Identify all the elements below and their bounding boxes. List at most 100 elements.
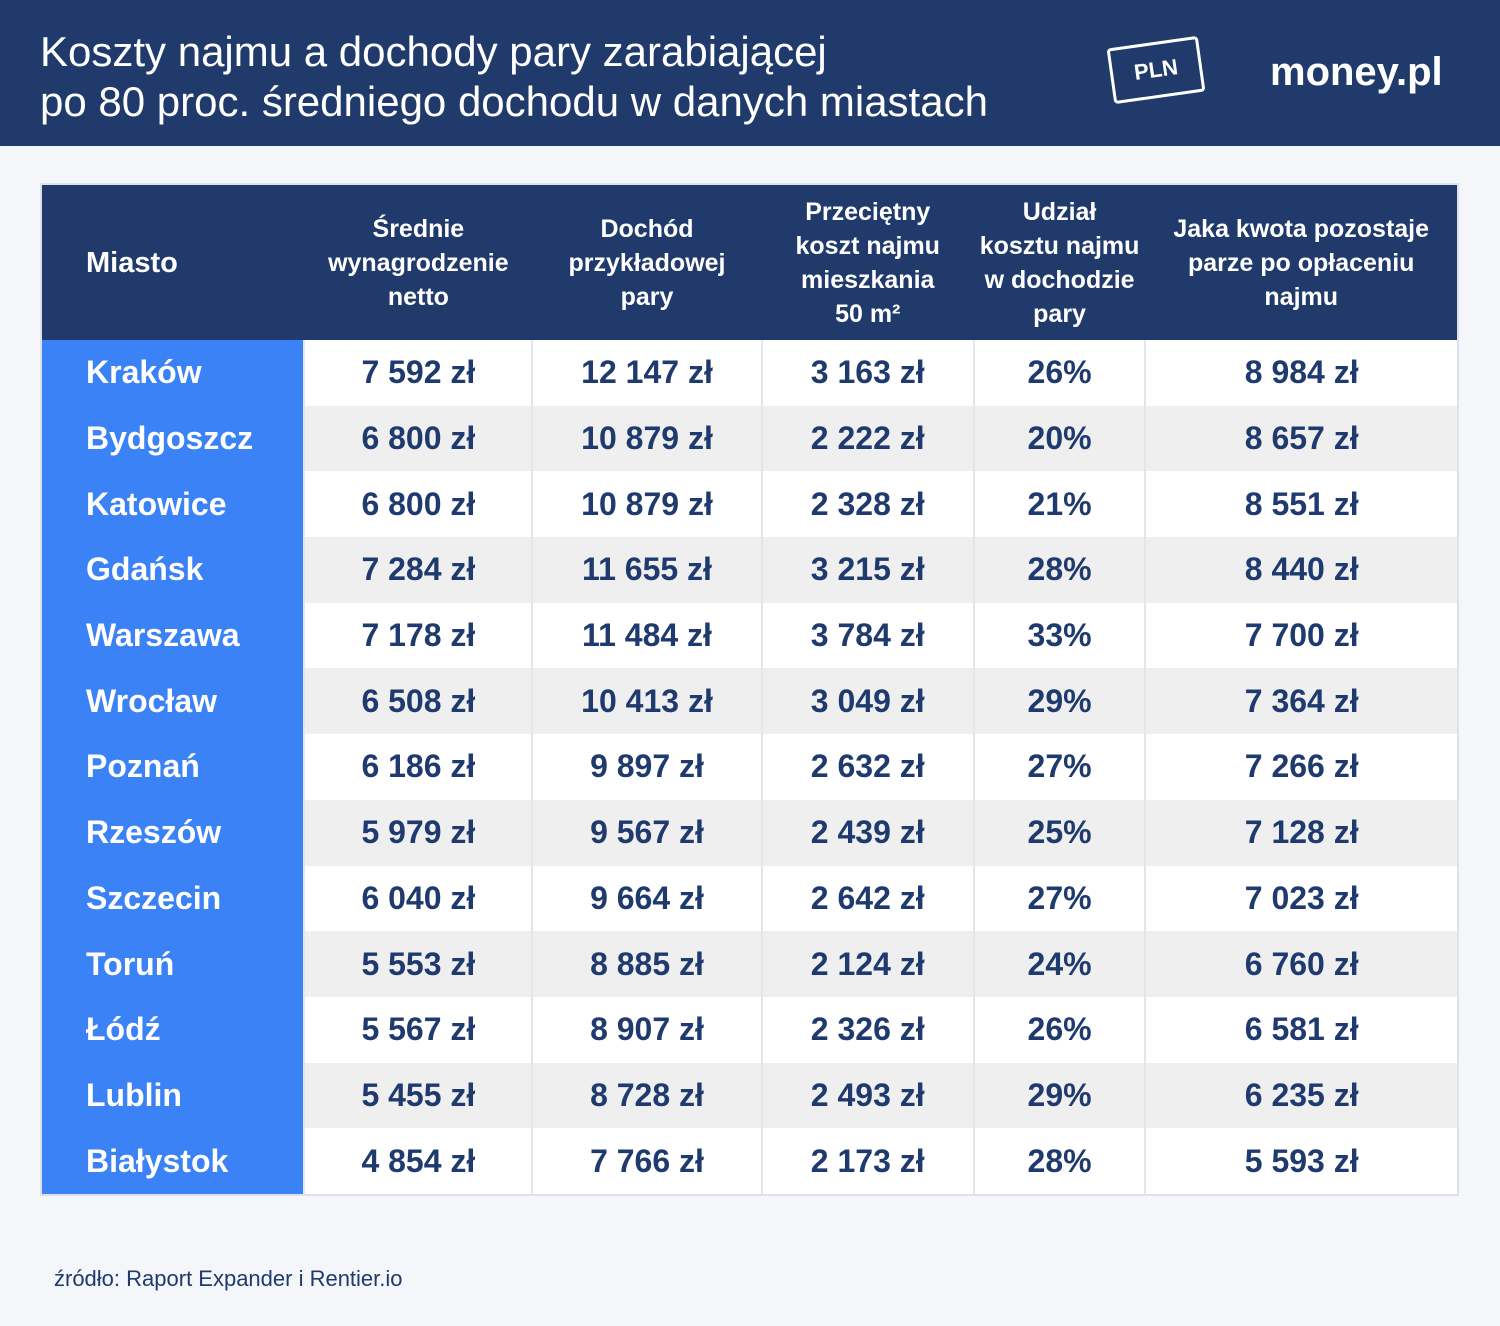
table-row: Toruń 5 553 zł 8 885 zł 2 124 zł 24% 6 760 zł — [42, 931, 1457, 997]
value-cell: 2 326 zł — [760, 996, 974, 1063]
city-cell: Wrocław — [42, 668, 305, 735]
table-row: Kraków 7 592 zł 12 147 zł 3 163 zł 26% 8 984 … — [42, 340, 1457, 406]
value-cell: 9 897 zł — [531, 734, 762, 800]
table-row: Warszawa 7 178 zł 11 484 zł 3 784 zł 33% 7 70… — [42, 602, 1457, 669]
value-cell: 8 551 zł — [1144, 471, 1457, 538]
header-line: 50 m² — [835, 299, 901, 328]
value-cell: 7 178 zł — [303, 602, 533, 669]
value-cell: 12 147 zł — [531, 340, 762, 406]
city-cell: Kraków — [42, 340, 305, 406]
city-cell: Toruń — [42, 931, 305, 997]
header-line: netto — [387, 282, 449, 311]
city-cell: Łódź — [42, 996, 305, 1063]
value-cell: 29% — [972, 668, 1146, 735]
value-cell: 25% — [972, 799, 1146, 866]
header-line: koszt najmu — [795, 231, 940, 260]
value-cell: 2 439 zł — [760, 799, 974, 866]
table-row: Białystok 4 854 zł 7 766 zł 2 173 zł 28% 5 59… — [42, 1128, 1457, 1194]
value-cell: 8 657 zł — [1144, 405, 1457, 472]
value-cell: 6 760 zł — [1144, 931, 1457, 997]
city-cell: Gdańsk — [42, 537, 305, 603]
value-cell: 27% — [972, 734, 1146, 800]
header-line: najmu — [1264, 282, 1339, 311]
header-line: parze po opłaceniu — [1187, 248, 1415, 277]
value-cell: 3 784 zł — [760, 602, 974, 669]
value-cell: 8 984 zł — [1144, 340, 1457, 406]
column-header: Przeciętny koszt najmu mieszkania 50 m² — [761, 185, 974, 340]
value-cell: 6 800 zł — [303, 471, 533, 538]
value-cell: 27% — [972, 865, 1146, 932]
header: Koszty najmu a dochody pary zarabiającej… — [0, 0, 1500, 146]
column-header: Miasto — [42, 185, 305, 340]
value-cell: 7 766 zł — [531, 1128, 762, 1194]
city-cell: Rzeszów — [42, 799, 305, 866]
value-cell: 6 040 zł — [303, 865, 533, 932]
value-cell: 7 284 zł — [303, 537, 533, 603]
title-line: Koszty najmu a dochody pary zarabiającej — [40, 28, 827, 75]
title-line: po 80 proc. średniego dochodu w danych m… — [40, 78, 988, 125]
value-cell: 10 879 zł — [531, 405, 762, 472]
city-cell: Poznań — [42, 734, 305, 800]
header-line: Dochód — [600, 214, 694, 243]
header-line: pary — [1033, 299, 1086, 328]
city-cell: Białystok — [42, 1128, 305, 1194]
value-cell: 8 440 zł — [1144, 537, 1457, 603]
value-cell: 2 328 zł — [760, 471, 974, 538]
column-header: Dochód przykładowej pary — [532, 185, 762, 340]
value-cell: 6 581 zł — [1144, 996, 1457, 1063]
header-line: Średnie — [372, 214, 465, 243]
value-cell: 7 128 zł — [1144, 799, 1457, 866]
header-line: wynagrodzenie — [328, 248, 509, 277]
value-cell: 28% — [972, 537, 1146, 603]
city-cell: Bydgoszcz — [42, 405, 305, 472]
value-cell: 11 655 zł — [531, 537, 762, 603]
value-cell: 2 222 zł — [760, 405, 974, 472]
value-cell: 7 266 zł — [1144, 734, 1457, 800]
column-header: Jaka kwota pozostaje parze po opłaceniu na… — [1145, 185, 1457, 340]
value-cell: 3 049 zł — [760, 668, 974, 735]
city-cell: Szczecin — [42, 865, 305, 932]
pln-icon: PLN — [1106, 35, 1206, 105]
value-cell: 28% — [972, 1128, 1146, 1194]
header-row: Miasto Średnie wynagrodzenie netto Dochód prz… — [42, 185, 1457, 340]
value-cell: 4 854 zł — [303, 1128, 533, 1194]
header-line: Przeciętny — [805, 197, 931, 226]
column-header: Udział kosztu najmu w dochodzie pary — [973, 185, 1146, 340]
value-cell: 2 632 zł — [760, 734, 974, 800]
value-cell: 29% — [972, 1062, 1146, 1129]
table-row: Łódź 5 567 zł 8 907 zł 2 326 zł 26% 6 581 zł — [42, 996, 1457, 1063]
data-table: Miasto Średnie wynagrodzenie netto Dochód prz… — [42, 185, 1457, 1194]
value-cell: 26% — [972, 340, 1146, 406]
table-row: Gdańsk 7 284 zł 11 655 zł 3 215 zł 28% 8 440 … — [42, 537, 1457, 603]
value-cell: 2 493 zł — [760, 1062, 974, 1129]
value-cell: 7 592 zł — [303, 340, 533, 406]
header-line: kosztu najmu — [979, 231, 1140, 260]
value-cell: 6 235 zł — [1144, 1062, 1457, 1129]
value-cell: 10 879 zł — [531, 471, 762, 538]
header-line: przykładowej — [568, 248, 726, 277]
value-cell: 6 800 zł — [303, 405, 533, 472]
value-cell: 5 979 zł — [303, 799, 533, 866]
value-cell: 2 124 zł — [760, 931, 974, 997]
header-line: Miasto — [86, 246, 178, 279]
brand-logo: money.pl — [1270, 50, 1443, 94]
value-cell: 7 364 zł — [1144, 668, 1457, 735]
table-row: Katowice 6 800 zł 10 879 zł 2 328 zł 21% 8 55… — [42, 471, 1457, 538]
value-cell: 20% — [972, 405, 1146, 472]
source-note: źródło: Raport Expander i Rentier.io — [54, 1266, 403, 1291]
header-line: pary — [620, 282, 674, 311]
value-cell: 2 642 zł — [760, 865, 974, 932]
table-row: Bydgoszcz 6 800 zł 10 879 zł 2 222 zł 20% 8 6… — [42, 405, 1457, 472]
value-cell: 3 163 zł — [760, 340, 974, 406]
value-cell: 5 553 zł — [303, 931, 533, 997]
value-cell: 7 700 zł — [1144, 602, 1457, 669]
table-row: Poznań 6 186 zł 9 897 zł 2 632 zł 27% 7 266 z… — [42, 734, 1457, 800]
city-cell: Lublin — [42, 1062, 305, 1129]
value-cell: 26% — [972, 996, 1146, 1063]
value-cell: 9 664 zł — [531, 865, 762, 932]
column-header: Średnie wynagrodzenie netto — [304, 185, 533, 340]
value-cell: 6 508 zł — [303, 668, 533, 735]
value-cell: 5 593 zł — [1144, 1128, 1457, 1194]
value-cell: 24% — [972, 931, 1146, 997]
